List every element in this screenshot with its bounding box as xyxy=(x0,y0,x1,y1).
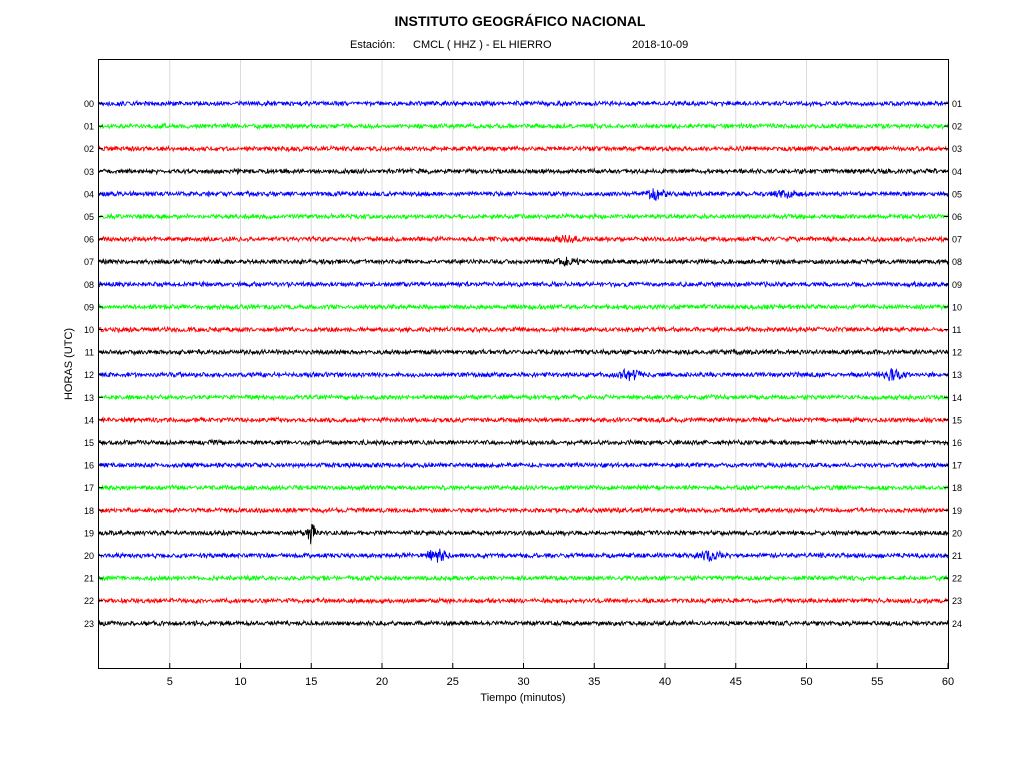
grid-lines xyxy=(169,60,878,668)
trace-hour-11 xyxy=(98,347,949,357)
hour-label-right: 11 xyxy=(952,325,961,335)
trace-hour-07 xyxy=(98,256,949,267)
trace-hour-01 xyxy=(98,121,949,131)
hour-label-right: 07 xyxy=(952,235,962,245)
x-tick-label: 20 xyxy=(376,676,388,688)
left-hour-labels: 00 01 02 03 04 05 06 07 08 09 10 11 12 13 14 15 16 17 18 19… xyxy=(84,99,103,629)
hour-label-left: 06 xyxy=(84,235,94,245)
x-axis-ticks: 5 10 15 20 25 30 35 40 45 50 55 60 xyxy=(167,663,954,688)
hour-label-left: 04 xyxy=(84,189,94,199)
hour-label-left: 19 xyxy=(84,528,94,538)
hour-label-left: 11 xyxy=(85,348,94,358)
trace-hour-00 xyxy=(98,99,949,108)
x-tick-label: 50 xyxy=(800,676,812,688)
trace-hour-21 xyxy=(98,574,949,582)
hour-label-left: 03 xyxy=(84,167,94,177)
x-tick-label: 10 xyxy=(234,676,246,688)
right-hour-labels: 01 02 03 04 05 06 07 08 09 10 11 12 13 14 15 16 17 18 19 20… xyxy=(944,99,962,629)
hour-label-left: 21 xyxy=(84,574,94,584)
x-tick-label: 5 xyxy=(167,676,173,688)
hour-label-right: 23 xyxy=(952,596,962,606)
hour-label-left: 00 xyxy=(84,99,94,109)
trace-hour-09 xyxy=(98,302,949,312)
hour-label-left: 18 xyxy=(84,506,94,516)
trace-hour-18 xyxy=(98,506,949,515)
hour-label-left: 20 xyxy=(84,551,94,561)
trace-hour-06 xyxy=(98,234,949,244)
hour-label-right: 10 xyxy=(952,302,962,312)
hour-label-right: 12 xyxy=(952,348,962,358)
hour-label-right: 05 xyxy=(952,189,962,199)
hour-label-right: 04 xyxy=(952,167,962,177)
hour-label-right: 09 xyxy=(952,280,962,290)
trace-hour-02 xyxy=(98,144,949,153)
x-tick-label: 55 xyxy=(871,676,883,688)
hour-label-right: 01 xyxy=(952,99,962,109)
hour-label-left: 17 xyxy=(84,483,94,493)
station-name: CMCL ( HHZ ) - EL HIERRO xyxy=(413,39,552,51)
trace-hour-04 xyxy=(98,188,949,201)
x-tick-label: 40 xyxy=(659,676,671,688)
hour-label-left: 08 xyxy=(84,280,94,290)
hour-label-right: 08 xyxy=(952,257,962,267)
trace-hour-17 xyxy=(98,483,949,492)
hour-label-right: 13 xyxy=(952,370,962,380)
hour-label-left: 16 xyxy=(84,461,94,471)
hour-label-left: 13 xyxy=(84,393,94,403)
hour-label-right: 18 xyxy=(952,483,962,493)
hour-label-right: 16 xyxy=(952,438,962,448)
hour-label-left: 12 xyxy=(84,370,94,380)
x-tick-label: 45 xyxy=(730,676,742,688)
trace-hour-05 xyxy=(98,212,949,221)
seismic-traces xyxy=(98,99,949,628)
x-tick-label: 15 xyxy=(305,676,317,688)
hour-label-left: 22 xyxy=(84,596,94,606)
plot-frame xyxy=(98,59,949,669)
hour-label-right: 21 xyxy=(952,551,962,561)
hour-label-right: 15 xyxy=(952,415,962,425)
hour-label-left: 23 xyxy=(84,619,94,629)
hour-label-right: 20 xyxy=(952,528,962,538)
chart-title: INSTITUTO GEOGRÁFICO NACIONAL xyxy=(395,13,646,29)
x-tick-label: 35 xyxy=(588,676,600,688)
x-tick-label: 60 xyxy=(942,676,954,688)
hour-label-right: 03 xyxy=(952,144,962,154)
chart-subtitle: Estación: CMCL ( HHZ ) - EL HIERRO 2018-… xyxy=(350,39,688,51)
hour-label-left: 10 xyxy=(84,325,94,335)
hour-label-left: 14 xyxy=(84,415,94,425)
trace-hour-08 xyxy=(98,280,949,289)
record-date: 2018-10-09 xyxy=(632,39,688,51)
hour-label-left: 07 xyxy=(84,257,94,267)
x-axis-label: Tiempo (minutos) xyxy=(480,692,565,704)
hour-label-left: 01 xyxy=(84,122,94,132)
trace-hour-14 xyxy=(98,416,949,424)
x-tick-label: 30 xyxy=(517,676,529,688)
hour-label-right: 17 xyxy=(952,461,962,471)
trace-hour-19 xyxy=(98,523,949,545)
trace-hour-20 xyxy=(98,548,949,563)
hour-label-left: 05 xyxy=(84,212,94,222)
hour-label-right: 19 xyxy=(952,506,962,516)
hour-label-right: 06 xyxy=(952,212,962,222)
y-axis-label: HORAS (UTC) xyxy=(63,328,75,400)
hour-label-right: 02 xyxy=(952,122,962,132)
trace-hour-23 xyxy=(98,619,949,628)
trace-hour-22 xyxy=(98,596,949,605)
trace-hour-16 xyxy=(98,461,949,470)
trace-hour-15 xyxy=(98,438,949,447)
trace-hour-03 xyxy=(98,167,949,176)
trace-hour-13 xyxy=(98,393,949,402)
hour-label-right: 22 xyxy=(952,574,962,584)
hour-label-right: 14 xyxy=(952,393,962,403)
hour-label-left: 02 xyxy=(84,144,94,154)
hour-label-right: 24 xyxy=(952,619,962,629)
trace-hour-12 xyxy=(98,367,949,382)
trace-hour-10 xyxy=(98,325,949,334)
x-tick-label: 25 xyxy=(447,676,459,688)
station-label: Estación: xyxy=(350,39,395,51)
hour-label-left: 09 xyxy=(84,302,94,312)
hour-label-left: 15 xyxy=(84,438,94,448)
